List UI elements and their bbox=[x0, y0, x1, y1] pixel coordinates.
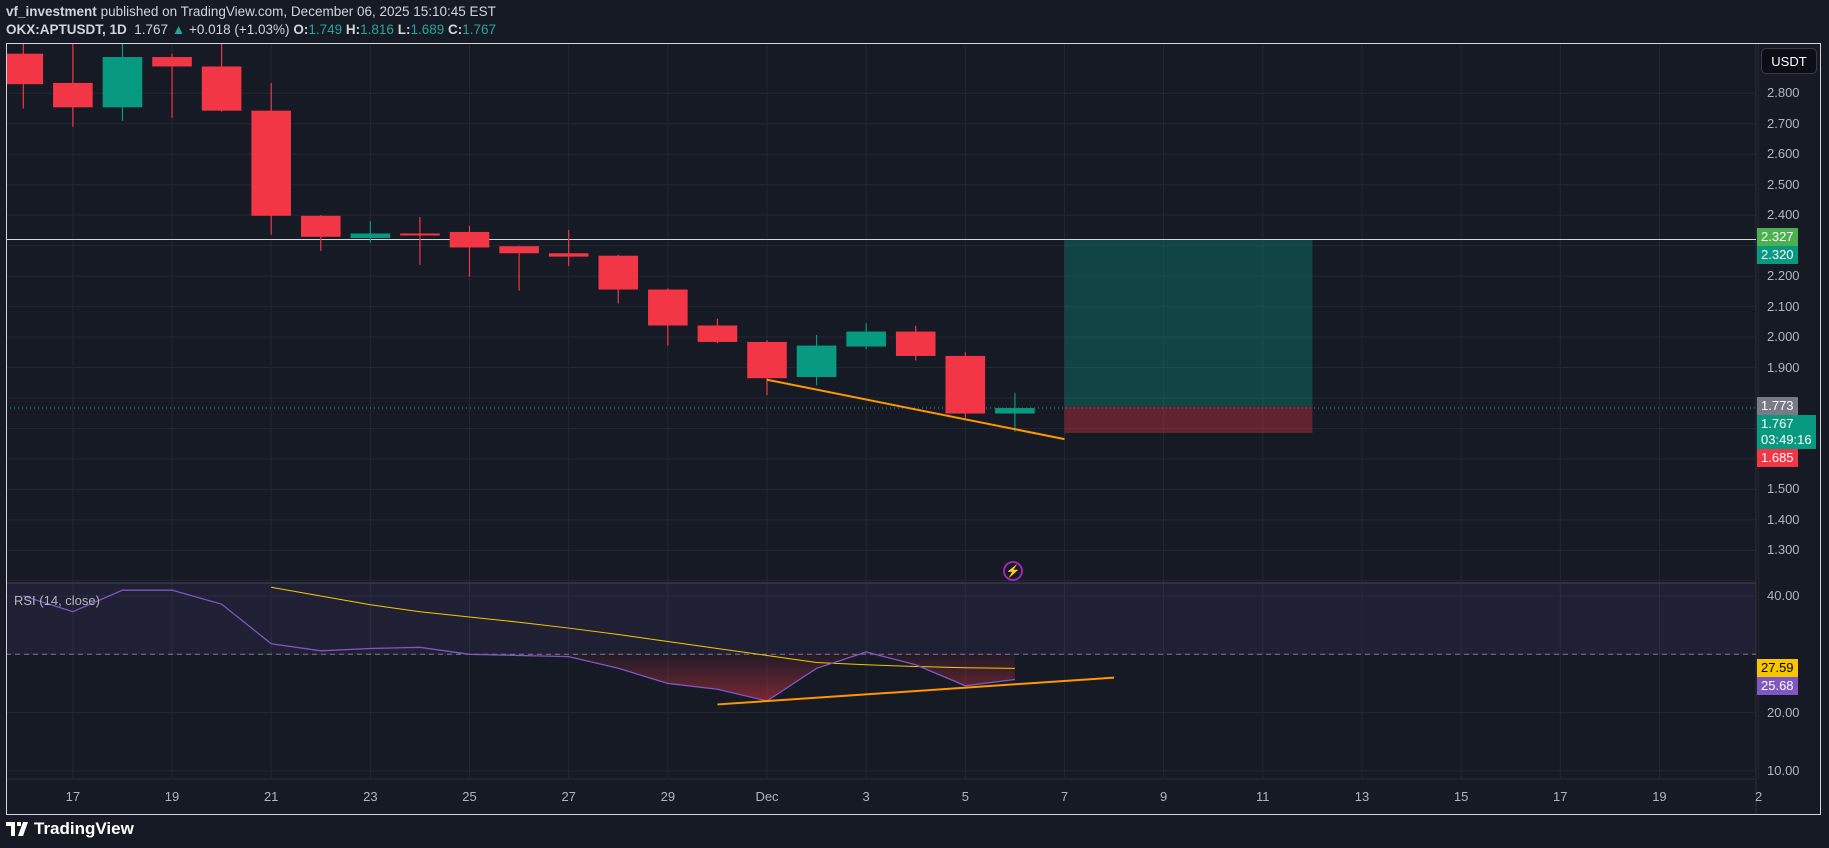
candle-body bbox=[548, 253, 589, 257]
logo-text: TradingView bbox=[34, 819, 134, 838]
rsi-ma-line bbox=[271, 586, 1015, 669]
symbol[interactable]: OKX:APTUSDT, 1D bbox=[6, 22, 127, 37]
author[interactable]: vf_investment bbox=[6, 4, 97, 19]
candle-body bbox=[796, 345, 837, 377]
rsi-title: RSI (14, close) bbox=[14, 593, 100, 608]
candle-body bbox=[598, 255, 639, 290]
candle-body bbox=[251, 110, 291, 216]
symbol-legend: OKX:APTUSDT, 1D 1.767 ▲ +0.018 (+1.03%) … bbox=[6, 22, 496, 37]
price-label: 1.685 bbox=[1757, 449, 1798, 468]
candle-body bbox=[648, 289, 688, 326]
candle-body bbox=[201, 66, 242, 111]
price-label: 1.767 03:49:16 bbox=[1757, 415, 1816, 450]
price-tick: 2.500 bbox=[1767, 176, 1800, 192]
time-tick: 7 bbox=[1060, 789, 1069, 804]
candle-body bbox=[449, 231, 490, 248]
countdown: 03:49:16 bbox=[1761, 432, 1812, 448]
time-tick: Dec bbox=[755, 789, 779, 804]
published-text: published on TradingView.com, December 0… bbox=[100, 4, 496, 19]
last-price: 1.767 bbox=[134, 22, 169, 37]
time-tick: 5 bbox=[961, 789, 969, 804]
candle-body bbox=[846, 331, 886, 347]
time-tick: 13 bbox=[1354, 789, 1370, 804]
price-tick: 2.200 bbox=[1767, 268, 1800, 284]
open-value: 1.749 bbox=[308, 22, 343, 37]
candle-body bbox=[350, 233, 391, 239]
time-tick: 29 bbox=[660, 789, 676, 804]
rsi-value-label: 25.68 bbox=[1757, 677, 1798, 696]
close-value: 1.767 bbox=[462, 22, 497, 37]
rsi-oversold-fill bbox=[23, 654, 1015, 701]
time-tick: 19 bbox=[1652, 789, 1667, 804]
low-value: 1.689 bbox=[410, 22, 445, 37]
rsi-line bbox=[23, 589, 1015, 702]
price-tick: 2.100 bbox=[1767, 298, 1800, 314]
time-tick: 19 bbox=[164, 789, 180, 804]
long-position-target-zone bbox=[1064, 239, 1313, 407]
chart-frame bbox=[6, 43, 1821, 815]
time-tick: 2 bbox=[1754, 789, 1763, 804]
rsi-band bbox=[6, 583, 1756, 655]
candle-body bbox=[6, 53, 44, 85]
rsi-tick: 20.00 bbox=[1767, 704, 1800, 720]
low-label: L: bbox=[397, 22, 411, 37]
price-pane bbox=[6, 43, 1756, 441]
price-tick: 1.500 bbox=[1767, 481, 1800, 497]
up-arrow-icon: ▲ bbox=[171, 22, 186, 37]
time-tick: 25 bbox=[462, 789, 477, 804]
high-value: 1.816 bbox=[360, 22, 394, 37]
long-position-stop-zone bbox=[1064, 406, 1313, 434]
open-label: O: bbox=[293, 22, 309, 37]
price-tick: 1.400 bbox=[1767, 511, 1800, 527]
candle-body bbox=[53, 82, 93, 108]
tradingview-logo[interactable]: TradingView bbox=[6, 819, 134, 839]
publish-info: vf_investment published on TradingView.c… bbox=[6, 4, 496, 19]
price-tick: 2.700 bbox=[1767, 115, 1800, 131]
candle-body bbox=[945, 355, 986, 414]
time-tick: 15 bbox=[1453, 789, 1469, 804]
price-label: 2.320 bbox=[1757, 246, 1798, 265]
currency-button[interactable]: USDT bbox=[1761, 48, 1817, 74]
price-tick: 1.300 bbox=[1767, 542, 1800, 558]
close-label: C: bbox=[448, 22, 463, 37]
price-tick: 2.800 bbox=[1767, 85, 1800, 101]
time-tick: 17 bbox=[1553, 789, 1568, 804]
price-tick: 2.000 bbox=[1767, 329, 1800, 345]
rsi-tick: 10.00 bbox=[1767, 762, 1800, 778]
candle-body bbox=[400, 233, 440, 236]
rsi-tick: 40.00 bbox=[1767, 588, 1800, 603]
price-tick: 2.600 bbox=[1767, 146, 1800, 162]
rsi-pane bbox=[6, 583, 1756, 706]
candle-body bbox=[300, 215, 341, 237]
candle-body bbox=[747, 341, 787, 379]
candle-body bbox=[152, 57, 192, 67]
price-label: 1.773 bbox=[1757, 397, 1798, 416]
lightning-icon[interactable]: ⚡ bbox=[1003, 561, 1023, 581]
change: +0.018 (+1.03%) bbox=[188, 22, 290, 37]
time-tick: 17 bbox=[65, 789, 81, 804]
time-tick: 3 bbox=[862, 789, 870, 804]
high-label: H: bbox=[345, 22, 361, 37]
price-tick: 2.400 bbox=[1767, 207, 1800, 223]
time-tick: 27 bbox=[561, 789, 576, 804]
rsi-value-label: 27.59 bbox=[1757, 659, 1798, 678]
candle-body bbox=[895, 331, 936, 356]
time-tick: 21 bbox=[263, 789, 279, 804]
candle-body bbox=[697, 325, 738, 342]
tradingview-logo-icon bbox=[6, 822, 28, 836]
price-tick: 1.900 bbox=[1767, 359, 1800, 375]
price-label: 2.327 bbox=[1757, 228, 1798, 247]
candle-body bbox=[102, 57, 143, 108]
candle-body bbox=[499, 246, 539, 254]
rsi-trendline bbox=[717, 676, 1115, 706]
price-trendline bbox=[766, 378, 1065, 441]
candle-body bbox=[995, 408, 1035, 414]
time-tick: 11 bbox=[1256, 789, 1270, 804]
time-tick: 9 bbox=[1160, 789, 1168, 804]
time-tick: 23 bbox=[363, 789, 378, 804]
